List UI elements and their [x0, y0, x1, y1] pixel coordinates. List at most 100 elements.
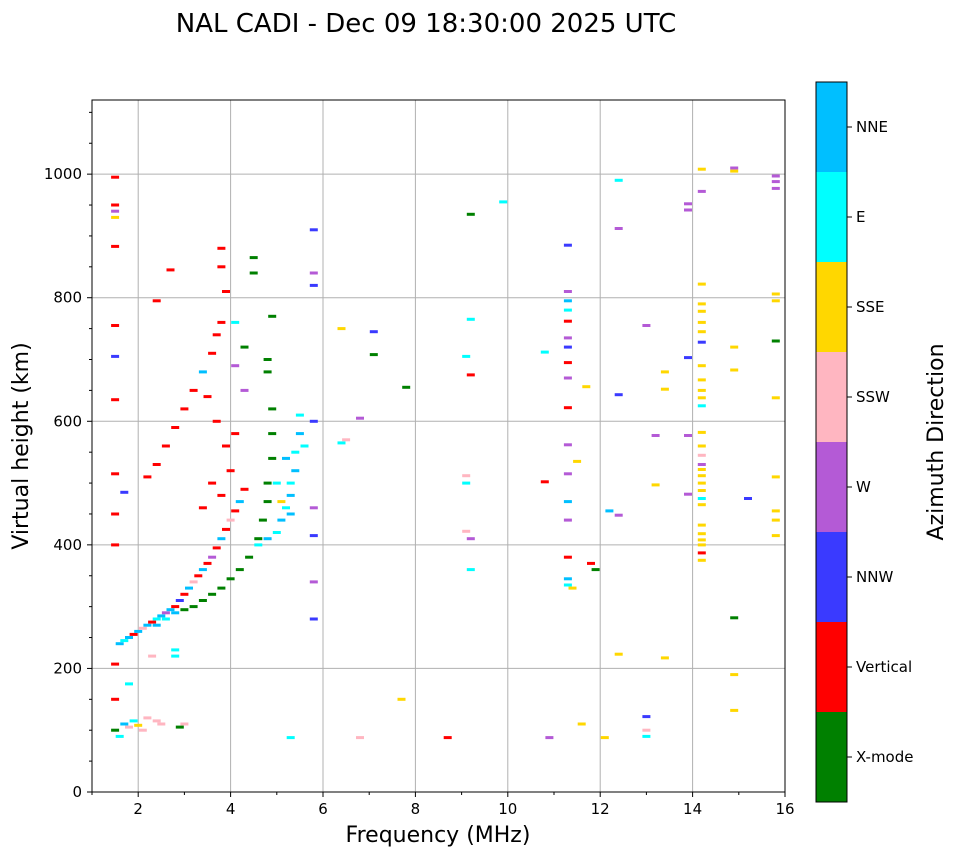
data-point	[697, 282, 706, 286]
data-point	[684, 434, 692, 437]
data-point	[660, 370, 669, 374]
data-point	[462, 529, 471, 533]
data-point	[222, 444, 230, 448]
data-point	[249, 256, 258, 260]
data-point	[125, 636, 133, 639]
data-point	[286, 512, 295, 516]
data-point	[222, 527, 230, 531]
data-point	[111, 215, 120, 219]
data-point	[697, 364, 706, 368]
data-point	[212, 333, 221, 337]
data-point	[563, 500, 572, 504]
data-point	[397, 697, 406, 701]
colorbar-segment	[816, 532, 847, 622]
data-point	[563, 243, 572, 247]
data-point	[143, 623, 152, 627]
data-point	[614, 227, 623, 230]
data-point	[212, 419, 221, 423]
x-axis-ticks: 2 4 6 8 10 12 14 16	[91, 792, 795, 818]
grid-lines	[92, 100, 786, 793]
data-point	[309, 534, 318, 538]
data-point	[171, 611, 180, 615]
data-point	[660, 387, 669, 391]
data-point	[286, 736, 295, 740]
data-point	[697, 463, 706, 466]
x-tick-label: 8	[411, 800, 421, 818]
data-point	[231, 320, 240, 324]
data-point	[744, 497, 752, 500]
data-point	[189, 580, 198, 584]
data-point	[254, 537, 263, 541]
data-point	[217, 586, 226, 590]
data-point	[697, 543, 706, 547]
data-point	[466, 212, 475, 216]
data-point	[198, 599, 207, 602]
data-point	[157, 614, 166, 618]
data-point	[111, 543, 120, 547]
data-point	[356, 416, 364, 420]
data-point	[614, 178, 623, 182]
data-point	[111, 697, 120, 701]
data-point	[309, 283, 318, 287]
data-point	[730, 708, 739, 712]
data-point	[462, 481, 471, 485]
colorbar-frame	[815, 81, 848, 803]
data-point	[212, 546, 221, 550]
data-point	[157, 722, 166, 726]
colorbar-segment	[816, 262, 847, 352]
data-point	[563, 577, 572, 581]
data-point	[277, 500, 286, 504]
data-point	[111, 512, 120, 516]
data-point	[161, 444, 170, 448]
data-point	[587, 561, 595, 565]
data-point	[642, 728, 651, 732]
data-point	[309, 617, 318, 621]
data-point	[152, 719, 161, 723]
x-tick-label: 10	[498, 800, 517, 818]
data-point	[614, 393, 623, 397]
y-tick-label: 600	[53, 412, 82, 430]
data-point	[263, 481, 272, 485]
data-point	[115, 642, 124, 646]
data-point	[111, 209, 120, 213]
data-point	[697, 558, 706, 562]
data-point	[614, 652, 623, 656]
data-point	[563, 555, 572, 559]
data-point	[217, 493, 226, 497]
data-point	[697, 532, 706, 536]
data-point	[563, 376, 572, 380]
colorbar-segment	[816, 712, 847, 802]
data-point	[152, 617, 161, 621]
data-point	[697, 523, 706, 527]
data-point	[563, 583, 572, 587]
data-point	[563, 518, 572, 522]
data-point	[540, 480, 549, 484]
data-point	[171, 648, 180, 652]
data-point	[563, 361, 572, 365]
data-point	[309, 228, 318, 232]
data-point	[171, 654, 180, 658]
data-point	[684, 202, 692, 206]
data-point	[263, 370, 272, 374]
data-point	[466, 537, 475, 541]
colorbar-label: Azimuth Direction	[924, 343, 949, 540]
data-point	[175, 725, 184, 729]
data-point	[771, 299, 780, 303]
x-tick-label: 6	[318, 800, 328, 818]
data-point	[111, 175, 120, 179]
colorbar-tick-label: NNE	[856, 118, 888, 136]
data-point	[111, 244, 120, 248]
data-point	[771, 174, 780, 178]
data-point	[111, 472, 120, 476]
data-point	[115, 734, 124, 738]
data-point	[582, 385, 591, 389]
data-point	[263, 500, 272, 504]
data-point	[697, 302, 706, 306]
colorbar: X-mode Vertical NNW W SSW SSE E NNE	[815, 81, 913, 803]
data-point	[600, 736, 609, 740]
data-point	[152, 623, 161, 627]
data-point	[189, 605, 198, 609]
data-point	[240, 345, 249, 349]
data-point	[286, 481, 295, 485]
data-point	[166, 608, 175, 612]
